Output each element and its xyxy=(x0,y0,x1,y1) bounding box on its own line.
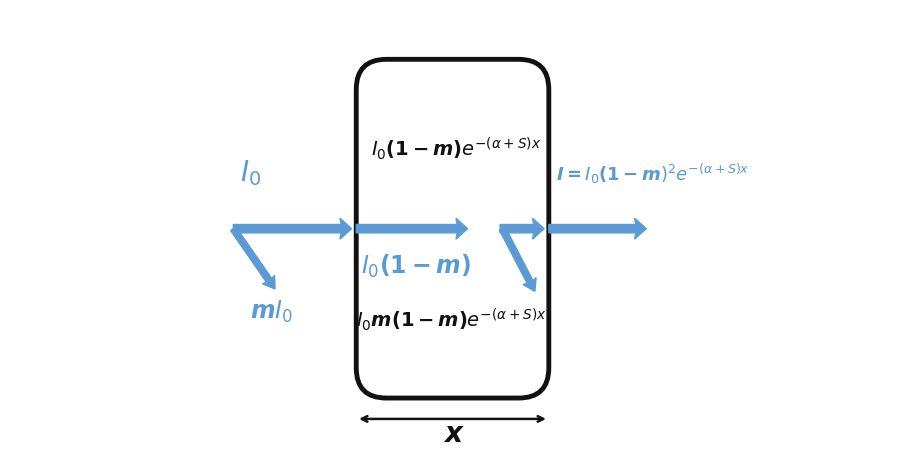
Text: $\boldsymbol{I_0(1-m)}$: $\boldsymbol{I_0(1-m)}$ xyxy=(361,252,470,280)
Text: $\boldsymbol{I=I_0(1-m)^2e^{-(\alpha+S)x}}$: $\boldsymbol{I=I_0(1-m)^2e^{-(\alpha+S)x… xyxy=(555,161,749,185)
FancyBboxPatch shape xyxy=(356,60,548,398)
FancyArrow shape xyxy=(548,219,646,240)
Text: $\boldsymbol{I_0(1-m)e^{-(\alpha+S)x}}$: $\boldsymbol{I_0(1-m)e^{-(\alpha+S)x}}$ xyxy=(371,135,540,162)
FancyArrow shape xyxy=(230,227,275,289)
Text: $\boldsymbol{mI_0}$: $\boldsymbol{mI_0}$ xyxy=(250,299,292,325)
Text: $\boldsymbol{I_0}$: $\boldsymbol{I_0}$ xyxy=(240,158,261,188)
FancyArrow shape xyxy=(499,228,536,292)
Text: $\boldsymbol{x}$: $\boldsymbol{x}$ xyxy=(443,419,464,447)
FancyArrow shape xyxy=(356,219,467,240)
FancyArrow shape xyxy=(499,219,544,240)
Text: $\boldsymbol{I_0m(1-m)e^{-(\alpha+S)x}}$: $\boldsymbol{I_0m(1-m)e^{-(\alpha+S)x}}$ xyxy=(355,306,546,333)
FancyArrow shape xyxy=(233,219,352,240)
